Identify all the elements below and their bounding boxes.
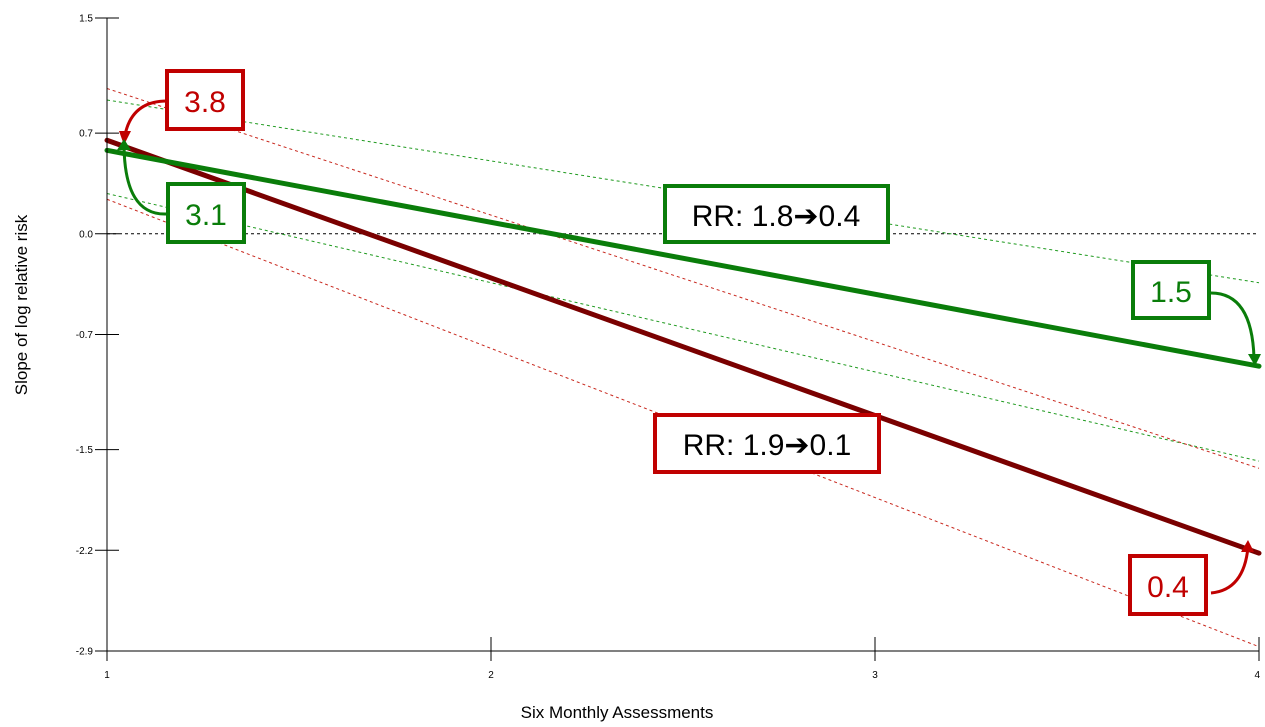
green-start-label: 3.1 — [166, 182, 246, 244]
green-end-value: 1.5 — [1150, 276, 1192, 309]
y-axis-title: Slope of log relative risk — [12, 214, 31, 395]
green-end-label: 1.5 — [1131, 260, 1211, 320]
red-start-label: 3.8 — [165, 69, 245, 131]
x-tick-label: 4 — [1254, 670, 1260, 681]
red-end-value: 0.4 — [1147, 571, 1189, 604]
green-end-arrow — [1210, 291, 1256, 359]
red-series-line — [104, 137, 1262, 556]
green-series-line — [104, 147, 1262, 369]
green-start-arrow — [122, 142, 168, 216]
red-end-label: 0.4 — [1128, 554, 1208, 616]
y-tick-label: -0.7 — [76, 330, 94, 341]
red-rr-text: RR: 1.9➔0.1 — [683, 429, 852, 462]
x-tick-label: 3 — [872, 670, 878, 681]
red-lower-confidence-line — [106, 198, 1260, 648]
red-start-arrowhead — [119, 131, 131, 145]
x-tick-label: 1 — [104, 670, 110, 681]
y-tick-label: -1.5 — [76, 445, 94, 456]
red-start-arrow — [123, 99, 168, 136]
x-tick-label: 2 — [488, 670, 494, 681]
green-lower-confidence-line — [106, 193, 1260, 462]
green-end-arrowhead — [1248, 354, 1261, 366]
green-start-value: 3.1 — [185, 199, 227, 232]
x-axis-title: Six Monthly Assessments — [521, 703, 714, 722]
y-tick-label: 0.0 — [79, 229, 93, 240]
red-rr-label: RR: 1.9➔0.1 — [653, 413, 881, 474]
green-rr-text: RR: 1.8➔0.4 — [692, 200, 861, 233]
green-rr-label: RR: 1.8➔0.4 — [663, 184, 890, 244]
red-end-arrowhead — [1241, 540, 1254, 552]
y-tick-label: 0.7 — [79, 129, 93, 140]
y-axis-ticks: 1.5 0.7 0.0 -0.7 -1.5 -2.2 -2.9 — [76, 14, 119, 658]
x-axis-ticks: 1 2 3 4 — [104, 637, 1260, 681]
y-tick-label: -2.9 — [76, 647, 94, 658]
red-end-arrow — [1210, 546, 1250, 595]
y-tick-label: -2.2 — [76, 546, 94, 557]
red-start-value: 3.8 — [184, 86, 226, 119]
y-tick-label: 1.5 — [79, 14, 93, 25]
green-start-arrowhead — [117, 139, 131, 150]
red-upper-confidence-line — [106, 88, 1260, 469]
